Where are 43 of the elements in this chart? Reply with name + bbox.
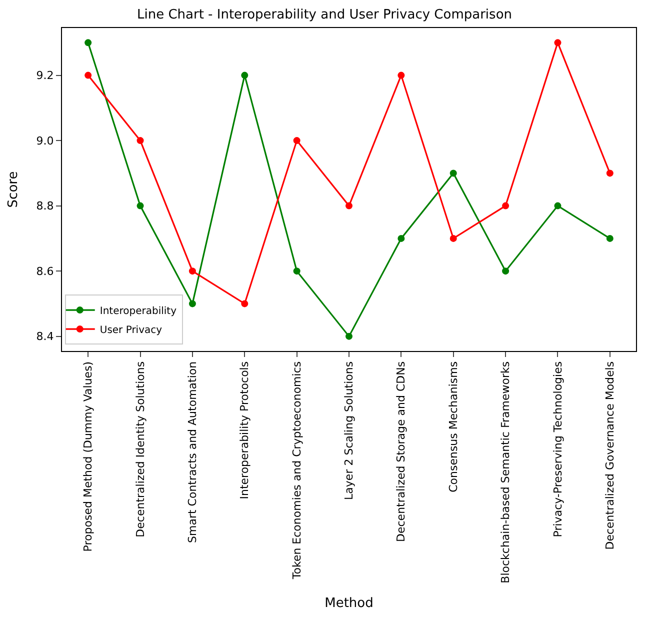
point xyxy=(136,202,144,210)
x-tick-label: Smart Contracts and Automation xyxy=(186,361,200,543)
point xyxy=(554,202,562,210)
x-tick-label: Interoperability Protocols xyxy=(238,361,252,500)
y-axis-title: Score xyxy=(6,171,22,208)
x-tick-label: Privacy-Preserving Technologies xyxy=(551,361,564,538)
point xyxy=(346,202,352,210)
point xyxy=(502,268,510,275)
x-tick-label: Proposed Method (Dummy Values) xyxy=(82,361,95,552)
point xyxy=(241,72,248,79)
point xyxy=(398,72,405,79)
x-tick-label: Decentralized Identity Solutions xyxy=(134,361,147,538)
point xyxy=(606,234,614,242)
point xyxy=(84,39,92,46)
point xyxy=(136,137,144,144)
point xyxy=(188,268,196,275)
point xyxy=(554,39,562,46)
x-tick-label: Decentralized Storage and CDNs xyxy=(394,361,408,542)
point xyxy=(293,137,300,144)
legend-label: User Privacy xyxy=(100,324,162,336)
x-tick-label: Blockchain-based Semantic Frameworks xyxy=(499,361,512,584)
point xyxy=(606,170,614,177)
x-tick-label: Decentralized Governance Models xyxy=(603,361,616,550)
legend-label: Interoperability xyxy=(100,306,177,317)
y-tick-label: 8.4 xyxy=(36,330,54,344)
x-axis-title: Method xyxy=(324,596,374,611)
y-tick-label: 9.0 xyxy=(36,134,54,148)
point xyxy=(241,300,248,308)
point xyxy=(346,332,352,340)
point xyxy=(188,300,196,308)
y-tick-label: 8.6 xyxy=(36,264,54,278)
y-tick-label: 9.2 xyxy=(36,69,54,82)
y-tick-label: 8.8 xyxy=(36,200,54,213)
point xyxy=(293,268,300,275)
x-tick-label: Token Economies and Cryptoeconomics xyxy=(290,361,304,580)
point xyxy=(84,72,92,79)
point xyxy=(450,170,457,177)
chart-title: Line Chart - Interoperability and User Privacy Comparison xyxy=(136,7,512,22)
point xyxy=(398,234,405,242)
x-tick-label: Consensus Mechanisms xyxy=(446,361,460,492)
point xyxy=(450,234,457,242)
x-tick-label: Layer 2 Scaling Solutions xyxy=(342,361,356,500)
point xyxy=(502,202,510,210)
